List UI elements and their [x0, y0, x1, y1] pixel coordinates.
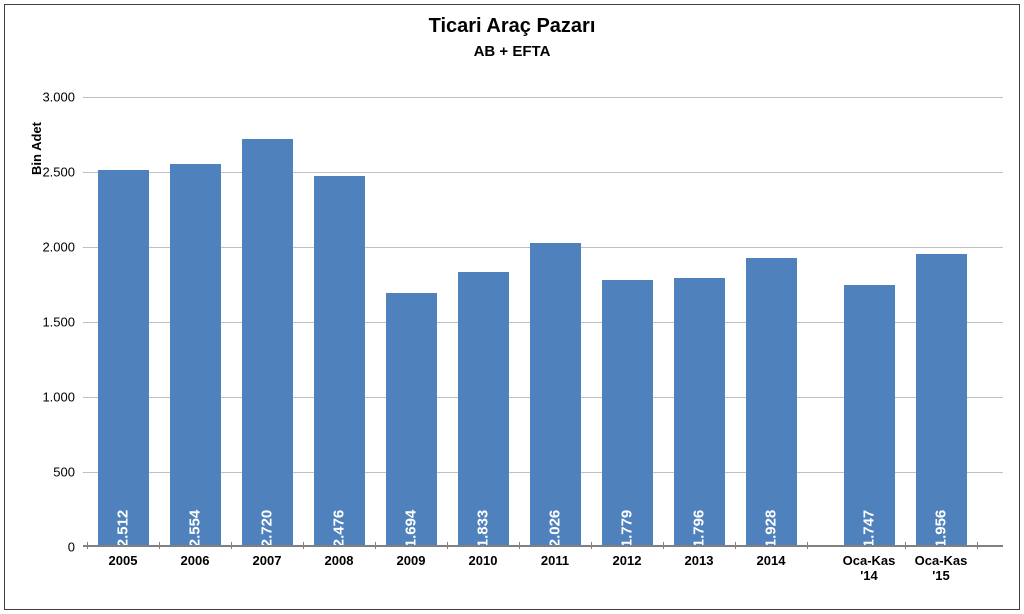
- y-tick-label: 500: [53, 465, 75, 480]
- bar: 1.747: [844, 285, 895, 547]
- bar: 1.956: [916, 254, 967, 547]
- x-axis-label: 2013: [685, 553, 714, 568]
- chart-title: Ticari Araç Pazarı: [5, 15, 1019, 38]
- x-axis-label: 2009: [397, 553, 426, 568]
- bar-value-label: 1.956: [933, 510, 950, 548]
- bar-value-label: 2.554: [187, 510, 204, 548]
- bar-value-label: 1.833: [475, 510, 492, 548]
- bar: 2.512: [98, 170, 149, 547]
- bar-value-label: 1.694: [403, 510, 420, 548]
- chart-frame: Ticari Araç Pazarı AB + EFTA Bin Adet 05…: [4, 4, 1020, 610]
- bar: 2.026: [530, 243, 581, 547]
- bar: 1.833: [458, 272, 509, 547]
- x-tick: [905, 542, 906, 549]
- y-tick-label: 2.500: [42, 165, 75, 180]
- x-axis-label: Oca-Kas'14: [843, 553, 896, 583]
- bar-value-label: 2.026: [547, 510, 564, 548]
- x-axis-labels: 2005 2006 2007 2008 2009 2010 2011 2012 2013 2014…: [83, 549, 1003, 589]
- gridline: [83, 97, 1003, 98]
- bar: 1.928: [746, 258, 797, 547]
- x-tick: [735, 542, 736, 549]
- gridline: [83, 172, 1003, 173]
- x-axis-label: 2006: [181, 553, 210, 568]
- bar: 1.796: [674, 278, 725, 547]
- x-tick: [447, 542, 448, 549]
- x-axis-line: [83, 545, 1003, 547]
- x-axis-label: 2011: [541, 553, 569, 568]
- x-axis-label: 2012: [613, 553, 642, 568]
- bar: 2.720: [242, 139, 293, 547]
- x-tick: [159, 542, 160, 549]
- bar-value-label: 1.796: [691, 510, 708, 548]
- x-axis-label: 2005: [109, 553, 138, 568]
- x-tick: [977, 542, 978, 549]
- bar-value-label: 2.720: [259, 510, 276, 548]
- x-axis-label: 2010: [469, 553, 498, 568]
- x-tick: [807, 542, 808, 549]
- x-tick: [231, 542, 232, 549]
- x-axis-label: 2007: [253, 553, 282, 568]
- x-axis-label: Oca-Kas'15: [915, 553, 968, 583]
- plot-area: 05001.0001.5002.0002.5003.000 2.5122.554…: [83, 97, 1003, 547]
- y-tick-label: 2.000: [42, 240, 75, 255]
- bar: 2.554: [170, 164, 221, 547]
- x-tick: [663, 542, 664, 549]
- chart-subtitle: AB + EFTA: [5, 43, 1019, 60]
- x-axis-label: 2008: [325, 553, 354, 568]
- x-tick: [591, 542, 592, 549]
- y-tick-label: 3.000: [42, 90, 75, 105]
- bar-value-label: 2.512: [115, 510, 132, 548]
- x-tick: [519, 542, 520, 549]
- bar-value-label: 1.779: [619, 510, 636, 548]
- x-tick: [87, 542, 88, 549]
- x-tick: [375, 542, 376, 549]
- bar: 1.779: [602, 280, 653, 547]
- bar-value-label: 2.476: [331, 510, 348, 548]
- bar-value-label: 1.928: [763, 510, 780, 548]
- x-axis-label: 2014: [757, 553, 786, 568]
- y-tick-label: 0: [68, 540, 75, 555]
- x-tick: [303, 542, 304, 549]
- bar: 1.694: [386, 293, 437, 547]
- y-tick-label: 1.500: [42, 315, 75, 330]
- y-tick-label: 1.000: [42, 390, 75, 405]
- bar-value-label: 1.747: [861, 510, 878, 548]
- bar: 2.476: [314, 176, 365, 547]
